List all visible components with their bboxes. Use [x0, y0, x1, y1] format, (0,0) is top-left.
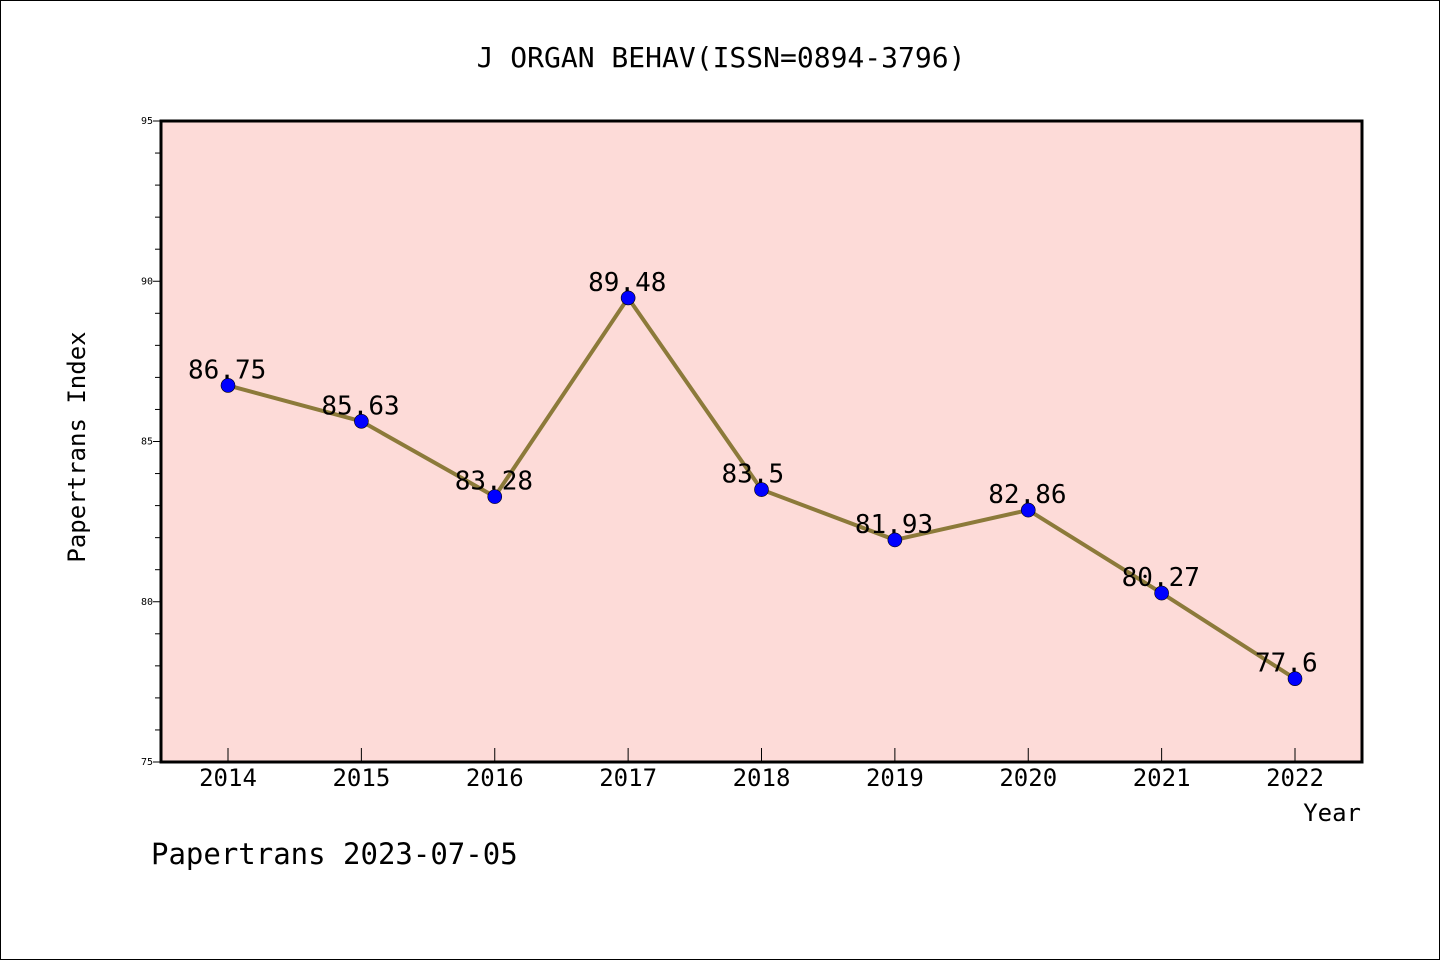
data-point [220, 378, 236, 393]
data-label: 83.5 [722, 460, 785, 490]
plot-area [159, 119, 1364, 764]
y-tick-label: 80 [141, 597, 153, 608]
data-series: 86.75 85.63 83.28 89.48 83.5 81.93 82.86 80.27 7… [188, 268, 1318, 686]
data-point [487, 489, 503, 504]
data-point [754, 482, 769, 497]
data-point [1154, 585, 1169, 601]
data-label: 81.93 [855, 510, 933, 540]
data-point [887, 532, 903, 548]
data-label: 77.6 [1255, 649, 1318, 679]
x-tick-label: 2016 [466, 764, 524, 792]
x-tick-label: 2021 [1133, 764, 1191, 792]
x-tick-label: 2022 [1266, 764, 1324, 792]
y-axis: 75 80 85 90 95 [141, 116, 161, 768]
x-axis: 2014 2015 2016 2017 2018 2019 2020 2021 2022 [199, 748, 1324, 792]
y-axis-label: Papertrans Index [63, 331, 91, 562]
data-label: 82.86 [988, 480, 1066, 510]
x-axis-label: Year [1303, 799, 1361, 827]
data-label: 83.28 [455, 467, 533, 497]
footer-source-date: Papertrans 2023-07-05 [151, 837, 518, 871]
data-label: 89.48 [588, 268, 666, 298]
data-label: 86.75 [188, 355, 266, 385]
data-label: 80.27 [1122, 563, 1200, 593]
x-tick-label: 2020 [999, 764, 1057, 792]
data-point [1287, 671, 1303, 686]
x-tick-label: 2018 [733, 764, 791, 792]
x-tick-label: 2015 [332, 764, 390, 792]
x-tick-label: 2017 [599, 764, 657, 792]
data-point [354, 414, 369, 429]
y-tick-label: 95 [141, 116, 153, 127]
data-point [620, 290, 636, 306]
y-tick-label: 85 [141, 437, 153, 448]
x-tick-label: 2019 [866, 764, 924, 792]
y-tick-label: 75 [141, 757, 153, 768]
data-point [1020, 502, 1036, 518]
x-tick-label: 2014 [199, 764, 257, 792]
y-tick-label: 90 [141, 276, 153, 287]
data-label: 85.63 [321, 391, 399, 421]
chart-title: J ORGAN BEHAV(ISSN=0894-3796) [477, 41, 966, 74]
